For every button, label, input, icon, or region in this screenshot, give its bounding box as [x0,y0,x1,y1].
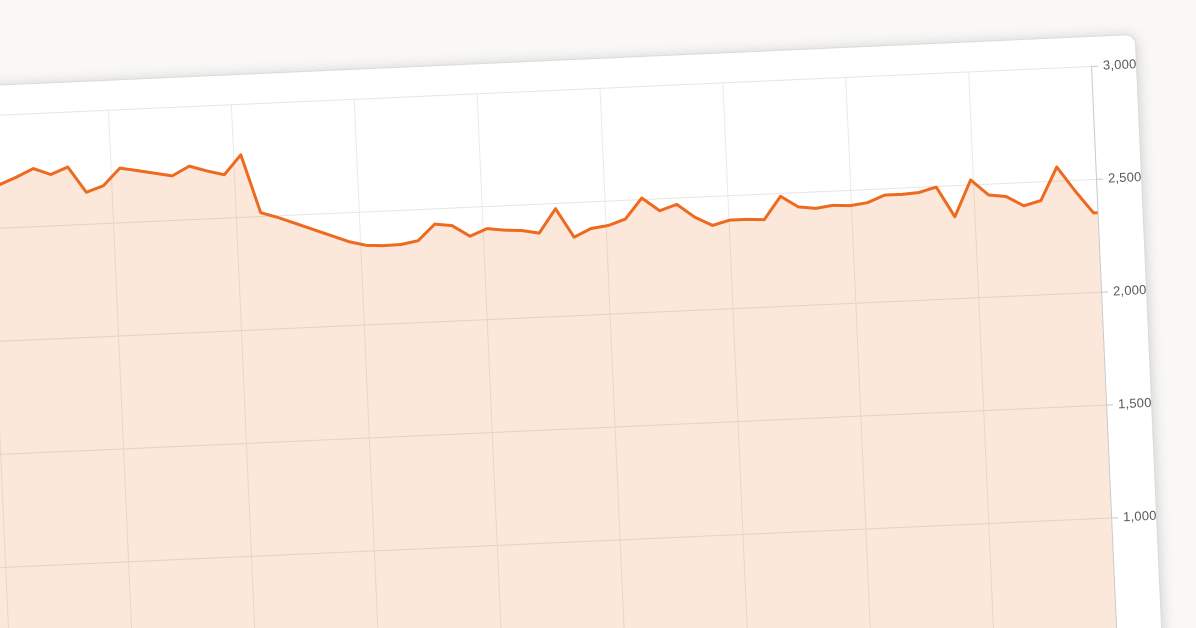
area-fill [0,154,1149,628]
y-axis-tick-label: 1,500 [1117,394,1152,412]
area-series [0,153,1149,628]
plot-area[interactable] [0,65,1150,628]
y-axis-tick-label: 3,000 [1102,56,1137,73]
series-line [0,153,1100,248]
y-axis-tick-label: 2,500 [1107,169,1142,186]
y-axis-tick-label: 2,000 [1112,281,1147,299]
y-axis-tick-label: 1,000 [1122,507,1157,525]
